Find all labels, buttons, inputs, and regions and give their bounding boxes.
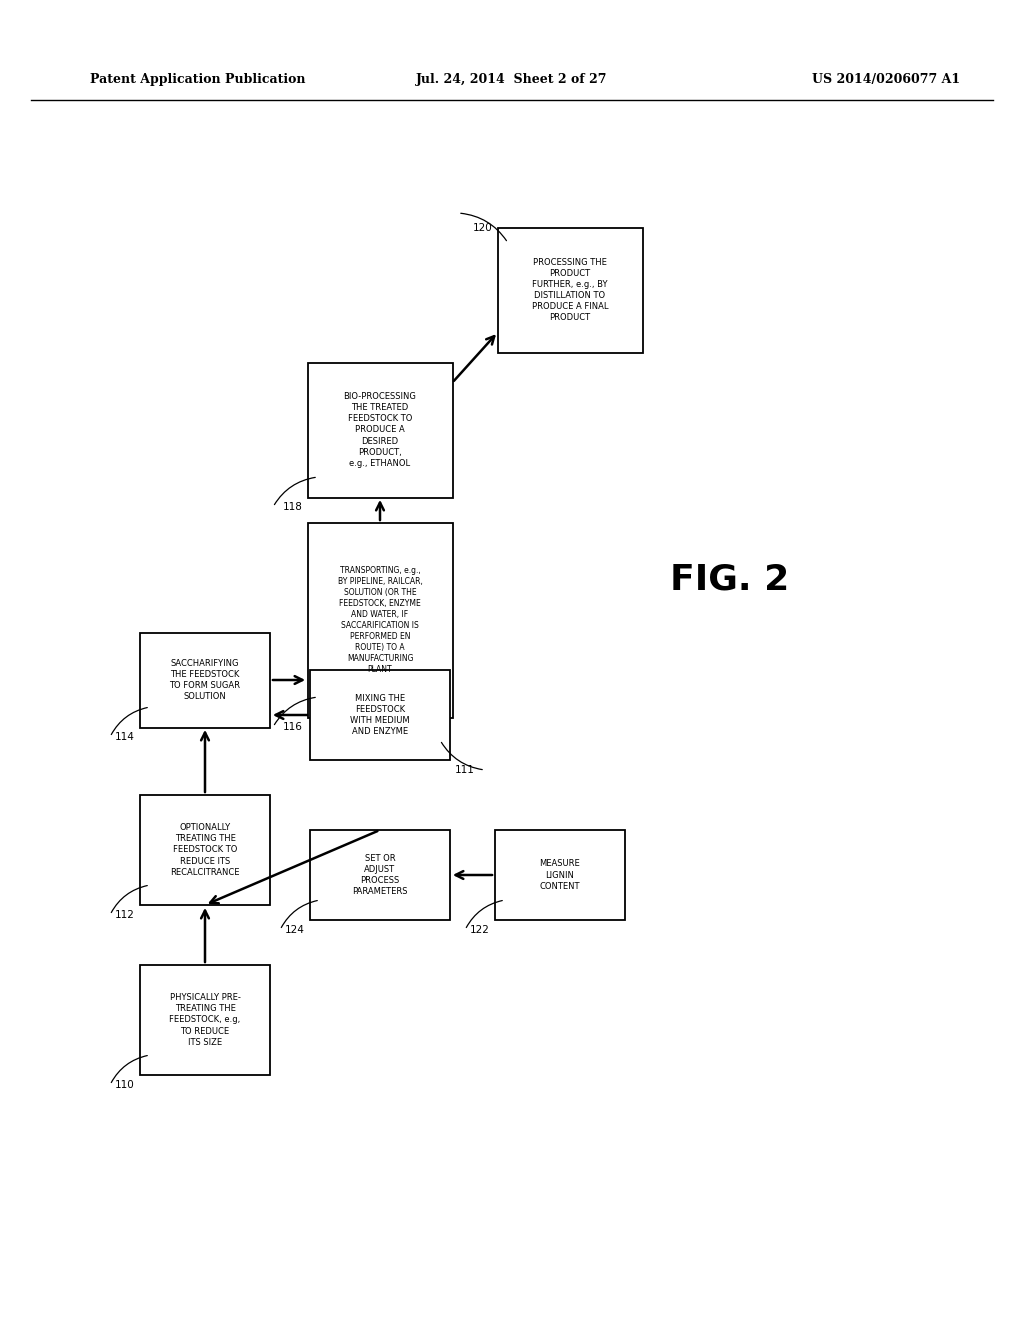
Bar bbox=[307, 523, 453, 718]
Text: 120: 120 bbox=[473, 223, 493, 234]
Bar bbox=[140, 632, 270, 727]
Text: OPTIONALLY
TREATING THE
FEEDSTOCK TO
REDUCE ITS
RECALCITRANCE: OPTIONALLY TREATING THE FEEDSTOCK TO RED… bbox=[170, 824, 240, 876]
Bar bbox=[498, 227, 642, 352]
Text: MEASURE
LIGNIN
CONTENT: MEASURE LIGNIN CONTENT bbox=[540, 859, 581, 891]
Text: 116: 116 bbox=[283, 722, 303, 733]
Text: MIXING THE
FEEDSTOCK
WITH MEDIUM
AND ENZYME: MIXING THE FEEDSTOCK WITH MEDIUM AND ENZ… bbox=[350, 694, 410, 737]
Text: Patent Application Publication: Patent Application Publication bbox=[90, 74, 305, 87]
Text: 112: 112 bbox=[115, 909, 135, 920]
Text: 114: 114 bbox=[115, 733, 135, 742]
Bar bbox=[140, 795, 270, 906]
Text: US 2014/0206077 A1: US 2014/0206077 A1 bbox=[812, 74, 961, 87]
Text: Jul. 24, 2014  Sheet 2 of 27: Jul. 24, 2014 Sheet 2 of 27 bbox=[416, 74, 608, 87]
Text: TRANSPORTING, e.g.,
BY PIPELINE, RAILCAR,
SOLUTION (OR THE
FEEDSTOCK, ENZYME
AND: TRANSPORTING, e.g., BY PIPELINE, RAILCAR… bbox=[338, 565, 423, 675]
Text: 110: 110 bbox=[116, 1080, 135, 1090]
Text: SACCHARIFYING
THE FEEDSTOCK
TO FORM SUGAR
SOLUTION: SACCHARIFYING THE FEEDSTOCK TO FORM SUGA… bbox=[170, 659, 241, 701]
Text: SET OR
ADJUST
PROCESS
PARAMETERS: SET OR ADJUST PROCESS PARAMETERS bbox=[352, 854, 408, 896]
Text: PROCESSING THE
PRODUCT
FURTHER, e.g., BY
DISTILLATION TO
PRODUCE A FINAL
PRODUCT: PROCESSING THE PRODUCT FURTHER, e.g., BY… bbox=[531, 257, 608, 322]
Text: 111: 111 bbox=[455, 766, 475, 775]
Bar bbox=[310, 830, 450, 920]
Bar bbox=[140, 965, 270, 1074]
Text: 118: 118 bbox=[283, 502, 303, 512]
Text: BIO-PROCESSING
THE TREATED
FEEDSTOCK TO
PRODUCE A
DESIRED
PRODUCT,
e.g., ETHANOL: BIO-PROCESSING THE TREATED FEEDSTOCK TO … bbox=[344, 392, 417, 467]
Bar bbox=[310, 671, 450, 760]
Text: 124: 124 bbox=[285, 925, 305, 935]
Bar bbox=[495, 830, 625, 920]
Text: PHYSICALLY PRE-
TREATING THE
FEEDSTOCK, e.g,
TO REDUCE
ITS SIZE: PHYSICALLY PRE- TREATING THE FEEDSTOCK, … bbox=[169, 993, 241, 1047]
Text: 122: 122 bbox=[470, 925, 490, 935]
Bar bbox=[307, 363, 453, 498]
Text: FIG. 2: FIG. 2 bbox=[671, 564, 790, 597]
